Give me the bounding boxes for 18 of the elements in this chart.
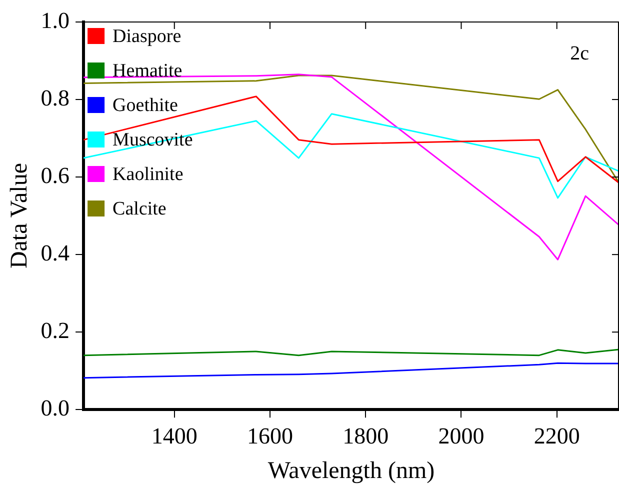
legend-label: Kaolinite (112, 164, 184, 185)
legend-label: Goethite (112, 94, 178, 116)
y-tick-label: 0.4 (40, 240, 70, 266)
y-tick-label: 0.2 (40, 318, 70, 344)
y-tick-label: 1.0 (40, 8, 70, 34)
x-tick-label: 2000 (438, 423, 484, 448)
x-tick-label: 1800 (342, 423, 389, 448)
y-tick-label: 0.8 (40, 86, 70, 111)
x-axis-title: Wavelength (nm) (268, 458, 435, 484)
y-axis-title: Data Value (6, 163, 33, 269)
legend-label: Diaspore (112, 26, 182, 47)
x-tick-label: 2200 (534, 423, 580, 448)
y-tick-label: 0.0 (40, 396, 70, 421)
annotation: 2c (570, 42, 590, 64)
y-tick-label: 0.6 (40, 163, 70, 188)
x-tick-label: 1600 (247, 423, 293, 448)
x-tick-label: 1400 (151, 423, 198, 448)
legend-label: Calcite (112, 198, 166, 220)
